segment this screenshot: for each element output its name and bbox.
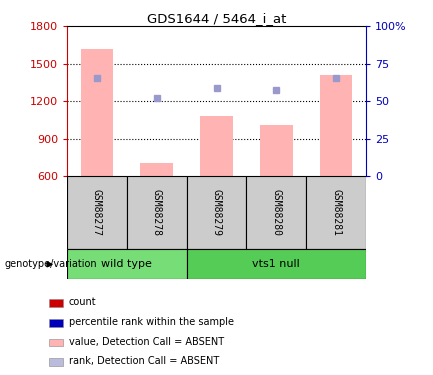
Bar: [187, 249, 366, 279]
Bar: [246, 176, 306, 249]
Title: GDS1644 / 5464_i_at: GDS1644 / 5464_i_at: [147, 12, 286, 25]
Bar: [306, 176, 366, 249]
Bar: [49, 319, 63, 327]
Bar: [49, 358, 63, 366]
Bar: [200, 116, 233, 176]
Text: count: count: [69, 297, 97, 307]
Bar: [49, 339, 63, 346]
Bar: [187, 176, 246, 249]
Text: GSM88277: GSM88277: [92, 189, 102, 236]
Text: genotype/variation: genotype/variation: [4, 260, 97, 269]
Bar: [127, 176, 187, 249]
Bar: [67, 249, 187, 279]
Text: GSM88281: GSM88281: [331, 189, 341, 236]
Text: GSM88278: GSM88278: [152, 189, 162, 236]
Bar: [67, 176, 127, 249]
Text: wild type: wild type: [101, 260, 152, 269]
Text: vts1 null: vts1 null: [252, 260, 300, 269]
Bar: [140, 162, 173, 176]
Text: rank, Detection Call = ABSENT: rank, Detection Call = ABSENT: [69, 356, 219, 366]
Bar: [320, 75, 352, 176]
Text: GSM88280: GSM88280: [271, 189, 281, 236]
Bar: [81, 49, 113, 176]
Text: value, Detection Call = ABSENT: value, Detection Call = ABSENT: [69, 337, 224, 347]
Bar: [49, 299, 63, 307]
Bar: [260, 125, 293, 176]
Text: GSM88279: GSM88279: [211, 189, 222, 236]
Text: percentile rank within the sample: percentile rank within the sample: [69, 317, 234, 327]
